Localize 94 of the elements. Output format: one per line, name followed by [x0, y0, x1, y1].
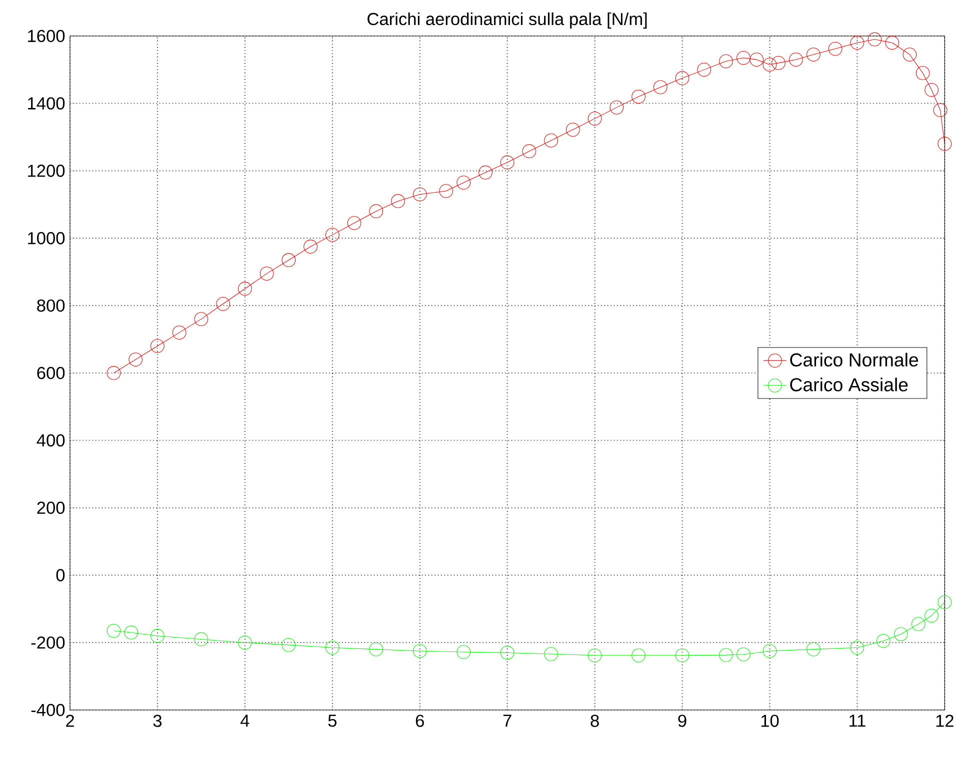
point [106, 366, 121, 380]
point [260, 266, 274, 281]
y-tick-label: 1200 [28, 164, 65, 177]
x-tick-label: 8 [590, 714, 599, 727]
point [282, 638, 296, 652]
point [850, 36, 864, 50]
y-tick-label: 0 [56, 569, 65, 582]
x-tick-label: 5 [328, 714, 336, 727]
point [194, 312, 208, 326]
y-tick-label: -200 [31, 636, 65, 649]
y-tick-label: 600 [37, 366, 65, 380]
legend-label: Carico Assiale [790, 378, 908, 392]
point [868, 32, 882, 46]
point [456, 645, 471, 659]
point [736, 50, 750, 65]
x-tick-label: 10 [761, 714, 779, 727]
point [391, 194, 405, 208]
point [916, 66, 930, 80]
point [150, 628, 164, 643]
point [412, 187, 427, 202]
x-tick-label: 12 [936, 714, 954, 727]
point [412, 644, 427, 658]
point [544, 647, 558, 661]
point [675, 648, 690, 662]
point [124, 626, 138, 640]
point [478, 166, 492, 180]
legend-label: Carico Normale [790, 352, 918, 367]
y-tick-label: -400 [31, 704, 65, 716]
point [850, 640, 864, 655]
point [632, 90, 646, 104]
point [762, 58, 777, 72]
y-tick-label: 200 [37, 502, 65, 514]
point [911, 617, 926, 631]
point [194, 632, 208, 646]
point [762, 644, 777, 658]
point [588, 648, 602, 662]
point [697, 62, 712, 77]
point [282, 253, 296, 268]
point [500, 155, 514, 170]
point [172, 326, 186, 340]
x-tick-label: 11 [850, 714, 866, 727]
chart-title: Carichi aerodinamici sulla pala [N/m] [368, 12, 647, 29]
point [369, 204, 384, 218]
point [325, 640, 340, 655]
point [719, 54, 733, 68]
point [216, 296, 230, 311]
x-tick-label: 6 [416, 714, 424, 727]
point [806, 642, 820, 656]
point [933, 103, 948, 118]
point [902, 48, 917, 62]
point [150, 339, 164, 353]
y-tick-label: 1000 [28, 232, 65, 244]
point [439, 184, 454, 198]
point [736, 647, 750, 662]
y-tick-label: 1400 [28, 97, 65, 110]
point [106, 624, 121, 638]
point [675, 71, 690, 86]
point [456, 176, 471, 190]
point [238, 282, 252, 296]
x-tick-label: 4 [240, 714, 250, 727]
point [632, 648, 646, 662]
point [610, 100, 624, 114]
x-tick-label: 2 [66, 714, 74, 727]
y-tick-label: 400 [36, 434, 65, 447]
x-tick-label: 3 [153, 714, 162, 727]
point [924, 82, 938, 97]
point [500, 646, 514, 660]
point [806, 48, 820, 62]
y-tick-label: 1600 [28, 30, 65, 42]
point [588, 112, 602, 126]
point [522, 144, 536, 158]
point [938, 136, 952, 151]
point [828, 42, 842, 56]
point [924, 608, 938, 623]
point [719, 648, 733, 662]
point [304, 240, 318, 254]
point [772, 56, 786, 70]
x-tick-label: 7 [503, 714, 512, 727]
point [325, 228, 340, 242]
point [369, 642, 384, 656]
point [128, 352, 143, 366]
point [653, 80, 668, 94]
point [750, 52, 764, 67]
point [876, 634, 890, 648]
point [789, 52, 803, 67]
point [885, 36, 900, 50]
point [566, 122, 580, 137]
point [347, 216, 362, 230]
point [938, 595, 952, 610]
point [544, 134, 558, 148]
y-tick-label: 800 [37, 299, 65, 312]
x-tick-label: 9 [678, 714, 686, 727]
point [238, 636, 252, 650]
point [894, 627, 908, 642]
